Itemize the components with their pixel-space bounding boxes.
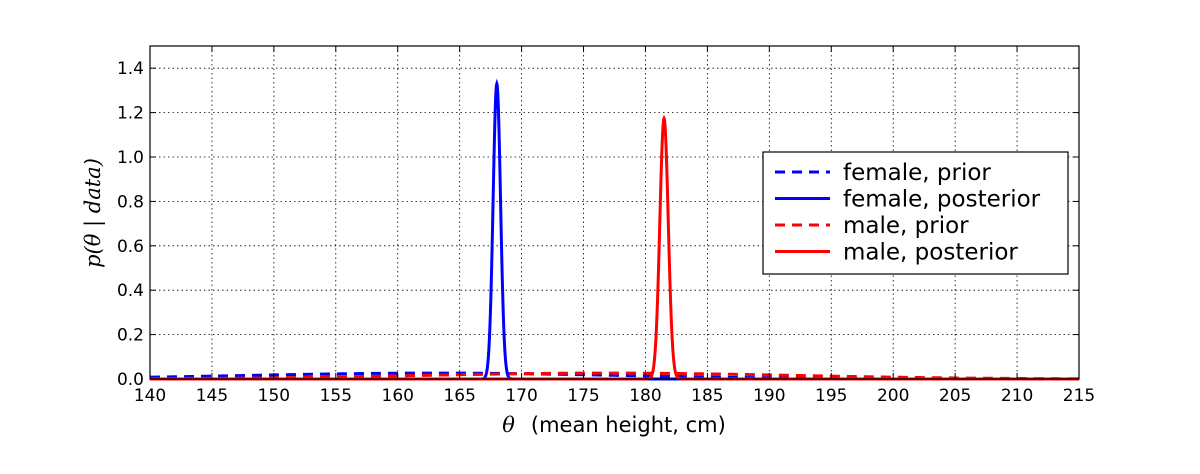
y-axis-label: p(θ | data) — [81, 158, 106, 268]
y-tick-label: 1.4 — [117, 59, 144, 79]
x-tick-label: 175 — [567, 386, 599, 406]
x-tick-label: 215 — [1063, 386, 1095, 406]
y-tick-label: 0.0 — [117, 370, 144, 390]
x-tick-labels: 140 145 150 155 160 165 170 175 180 185 190 195 200 2… — [134, 386, 1095, 406]
y-tick-label: 1.0 — [117, 148, 144, 168]
x-tick-label: 170 — [505, 386, 537, 406]
legend-label-male-posterior: male, posterior — [843, 240, 1018, 266]
x-tick-label: 180 — [629, 386, 661, 406]
legend-label-female-prior: female, prior — [843, 160, 991, 186]
x-tick-label: 210 — [1001, 386, 1033, 406]
y-tick-label: 0.2 — [117, 326, 144, 346]
x-axis-text: (mean height, cm) — [531, 413, 726, 437]
x-tick-label: 190 — [753, 386, 785, 406]
y-tick-label: 0.8 — [117, 192, 144, 212]
x-axis-symbol: θ — [502, 413, 515, 437]
x-tick-label: 140 — [134, 386, 166, 406]
y-tick-label: 0.6 — [117, 237, 144, 257]
x-tick-label: 205 — [939, 386, 971, 406]
x-tick-label: 165 — [443, 386, 475, 406]
y-tick-label: 1.2 — [117, 104, 144, 124]
legend-label-male-prior: male, prior — [843, 213, 969, 239]
x-tick-label: 195 — [815, 386, 847, 406]
x-tick-label: 150 — [258, 386, 290, 406]
legend-label-female-posterior: female, posterior — [843, 187, 1041, 213]
x-tick-label: 200 — [877, 386, 909, 406]
x-tick-label: 145 — [196, 386, 228, 406]
plot-frame — [149, 45, 1080, 380]
x-axis-label: θ (mean height, cm) — [502, 413, 726, 437]
y-tick-label: 0.4 — [117, 281, 144, 301]
y-tick-labels: 0.0 0.2 0.4 0.6 0.8 1.0 1.2 1.4 — [117, 59, 144, 390]
axis-ticks — [149, 46, 1080, 380]
svg-text:θ (mean height, cm): θ (mean height, cm) — [502, 413, 726, 437]
x-tick-label: 185 — [691, 386, 723, 406]
x-tick-label: 155 — [320, 386, 352, 406]
x-tick-label: 160 — [382, 386, 414, 406]
